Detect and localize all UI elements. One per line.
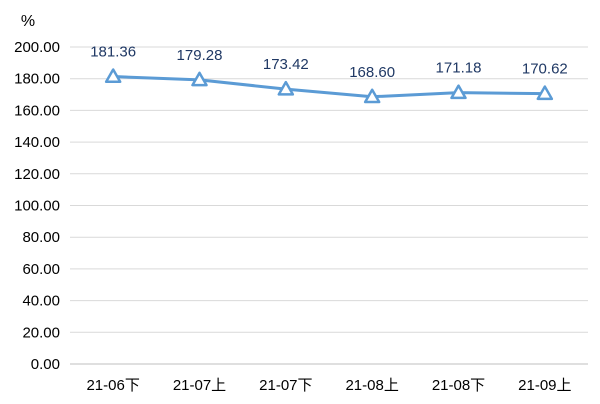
- data-point-marker: [191, 71, 208, 87]
- data-point-marker: [277, 80, 295, 96]
- data-point-marker: [536, 85, 554, 101]
- y-tick-label: 120.00: [14, 166, 60, 183]
- data-value-label: 171.18: [436, 60, 482, 77]
- y-tick-label: 140.00: [14, 134, 60, 151]
- data-value-label: 179.28: [177, 47, 223, 64]
- series-line: [111, 75, 547, 99]
- y-axis-ticks: 0.00 20.00 40.00 60.00 80.00 100.00 120.00 140.…: [14, 39, 60, 373]
- x-tick-label: 21-06下: [86, 377, 139, 394]
- data-value-label: 181.36: [90, 44, 136, 61]
- x-tick-label: 21-07下: [259, 377, 312, 394]
- x-tick-label: 21-09上: [518, 377, 571, 394]
- data-value-label: 173.42: [263, 56, 309, 73]
- data-point-marker: [363, 88, 381, 104]
- data-point-marker: [450, 84, 467, 100]
- data-value-label: 170.62: [522, 61, 568, 78]
- y-tick-label: 40.00: [22, 293, 60, 310]
- y-tick-label: 20.00: [22, 324, 60, 341]
- gridlines: [70, 46, 588, 365]
- data-labels: 181.36 179.28 173.42 168.60 171.18 170.62: [90, 44, 568, 81]
- series-line-path: [111, 75, 547, 99]
- x-axis-ticks: 21-06下 21-07上 21-07下 21-08上 21-08下 21-09上: [86, 377, 571, 394]
- y-tick-label: 160.00: [14, 102, 60, 119]
- y-tick-label: 180.00: [14, 71, 60, 88]
- y-axis-unit: %: [21, 13, 35, 30]
- series-markers: [104, 68, 554, 104]
- y-tick-label: 200.00: [14, 39, 60, 56]
- y-tick-label: 100.00: [14, 198, 60, 215]
- data-value-label: 168.60: [349, 64, 395, 81]
- data-point-marker: [104, 68, 122, 84]
- y-tick-label: 80.00: [22, 229, 60, 246]
- y-tick-label: 0.00: [31, 356, 60, 373]
- x-tick-label: 21-08下: [432, 377, 485, 394]
- y-tick-label: 60.00: [22, 261, 60, 278]
- x-tick-label: 21-08上: [345, 377, 398, 394]
- x-tick-label: 21-07上: [173, 377, 226, 394]
